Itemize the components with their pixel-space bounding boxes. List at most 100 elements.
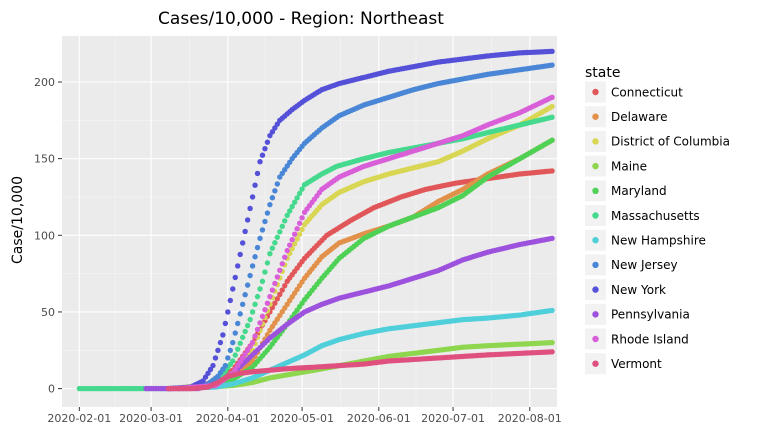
- legend-label: Maryland: [611, 184, 667, 198]
- legend-label: Vermont: [611, 357, 662, 371]
- data-point: [242, 229, 247, 234]
- data-point: [262, 219, 267, 224]
- legend-label: New Jersey: [611, 258, 678, 272]
- legend-item: Delaware: [585, 106, 668, 127]
- legend-marker: [592, 262, 598, 268]
- data-point: [240, 240, 245, 245]
- data-point: [549, 104, 554, 109]
- data-point: [294, 236, 299, 241]
- legend-item: Pennsylvania: [585, 304, 690, 325]
- y-tick-label: 150: [34, 153, 55, 166]
- data-point: [297, 232, 302, 237]
- legend-item: Maine: [585, 156, 647, 177]
- data-point: [245, 217, 250, 222]
- y-tick-label: 200: [34, 76, 55, 89]
- data-point: [549, 115, 554, 120]
- data-point: [233, 352, 238, 357]
- data-point: [242, 329, 247, 334]
- data-point: [267, 294, 272, 299]
- y-tick-label: 50: [41, 306, 55, 319]
- legend-label: Massachusetts: [611, 209, 700, 223]
- data-point: [250, 263, 255, 268]
- data-point: [267, 251, 272, 256]
- y-tick-label: 0: [48, 383, 55, 396]
- legend-marker: [592, 89, 598, 95]
- chart-title: Cases/10,000 - Region: Northeast: [158, 9, 444, 29]
- data-point: [255, 294, 260, 299]
- data-point: [230, 286, 235, 291]
- legend-item: Rhode Island: [585, 329, 689, 350]
- y-axis: 050100150200: [34, 76, 62, 396]
- legend-item: New Jersey: [585, 254, 678, 275]
- legend-item: Connecticut: [585, 82, 683, 103]
- legend-marker: [592, 138, 598, 144]
- data-point: [252, 183, 257, 188]
- data-point: [255, 171, 260, 176]
- data-point: [549, 168, 554, 173]
- data-point: [252, 254, 257, 259]
- data-point: [287, 242, 292, 247]
- data-point: [549, 340, 554, 345]
- legend-label: New York: [611, 283, 666, 297]
- data-point: [292, 232, 297, 237]
- legend-item: Massachusetts: [585, 205, 700, 226]
- data-point: [240, 335, 245, 340]
- data-point: [218, 340, 223, 345]
- data-point: [299, 215, 304, 220]
- data-point: [247, 317, 252, 322]
- legend-label: Maine: [611, 159, 647, 173]
- data-point: [238, 252, 243, 257]
- data-point: [257, 159, 262, 164]
- data-point: [255, 327, 260, 332]
- data-point: [282, 218, 287, 223]
- data-point: [250, 309, 255, 314]
- legend-marker: [592, 286, 598, 292]
- legend: state Connecticut Delaware District of Col…: [585, 65, 730, 374]
- data-point: [250, 194, 255, 199]
- data-point: [238, 341, 243, 346]
- data-point: [270, 246, 275, 251]
- data-point: [223, 321, 228, 326]
- data-point: [223, 363, 228, 368]
- data-point: [233, 330, 238, 335]
- data-point: [272, 240, 277, 245]
- data-point: [220, 332, 225, 337]
- legend-label: District of Columbia: [611, 135, 730, 149]
- x-axis: 2020-02-01 2020-03-01 2020-04-01 2020-05-01…: [47, 407, 561, 425]
- y-axis-title: Case/10,000: [10, 176, 26, 264]
- legend-item: District of Columbia: [585, 131, 730, 152]
- legend-item: Vermont: [585, 353, 662, 374]
- legend-marker: [592, 212, 598, 218]
- legend-label: Connecticut: [611, 85, 683, 99]
- data-point: [230, 358, 235, 363]
- data-point: [247, 206, 252, 211]
- data-point: [260, 153, 265, 158]
- data-point: [257, 320, 262, 325]
- x-tick-label: 2020-05-01: [270, 412, 334, 425]
- data-point: [255, 245, 260, 250]
- data-point: [262, 146, 267, 151]
- data-point: [252, 302, 257, 307]
- data-point: [280, 261, 285, 266]
- data-point: [549, 138, 554, 143]
- data-point: [275, 274, 280, 279]
- legend-marker: [592, 311, 598, 317]
- data-point: [228, 298, 233, 303]
- legend-marker: [592, 188, 598, 194]
- data-point: [265, 300, 270, 305]
- data-point: [245, 282, 250, 287]
- data-point: [260, 227, 265, 232]
- x-tick-label: 2020-07-01: [421, 412, 485, 425]
- data-point: [240, 302, 245, 307]
- data-point: [277, 268, 282, 273]
- data-point: [270, 195, 275, 200]
- data-point: [272, 188, 277, 193]
- data-point: [285, 248, 290, 253]
- data-point: [260, 279, 265, 284]
- data-point: [242, 292, 247, 297]
- data-point: [265, 210, 270, 215]
- data-point: [235, 263, 240, 268]
- legend-title: state: [585, 65, 620, 81]
- data-point: [225, 309, 230, 314]
